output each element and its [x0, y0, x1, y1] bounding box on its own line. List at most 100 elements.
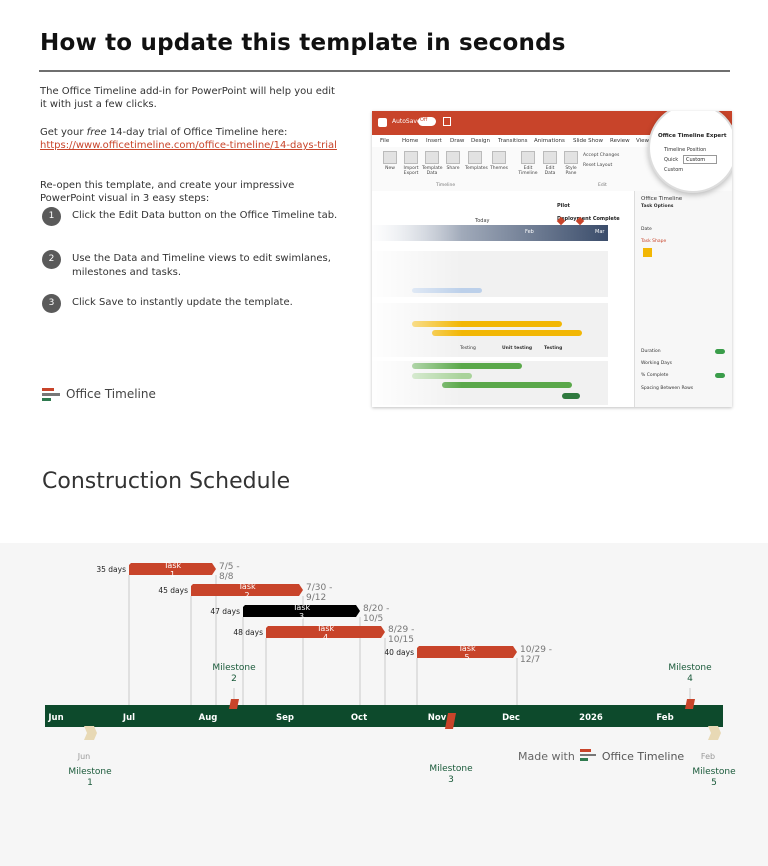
trial-link[interactable]: https://www.officetimeline.com/office-ti… — [40, 140, 337, 151]
pane-working-days[interactable]: Working Days — [641, 361, 673, 366]
magnifier-title: Office Timeline Expert — [658, 133, 727, 139]
month-label: Aug — [199, 713, 218, 723]
task-label: 1 — [170, 570, 175, 579]
step-number: 3 — [42, 294, 61, 313]
autosave-toggle[interactable]: Off — [418, 117, 436, 126]
task-dates: 8/29 - — [388, 625, 414, 635]
save-icon[interactable] — [443, 117, 451, 126]
tab-view[interactable]: View — [636, 138, 650, 144]
magnifier-position: Timeline Position — [664, 147, 707, 153]
task-label: Task — [292, 603, 311, 612]
addin-screenshot: AutoSave Off File Home Insert Draw Desig… — [372, 111, 732, 407]
task-bar — [432, 330, 582, 336]
month-label: Jun — [47, 713, 63, 723]
task-dates: 10/29 - — [520, 645, 552, 655]
task-bar — [191, 584, 303, 596]
milestone-date: Feb — [701, 752, 715, 761]
step-text: Click Save to instantly update the templ… — [72, 297, 293, 308]
edit-data-button[interactable]: Edit Data — [540, 151, 560, 176]
task-dates: 8/8 — [219, 572, 234, 582]
color-swatch[interactable] — [643, 248, 652, 257]
group-edit-label: Edit — [598, 183, 607, 188]
new-button[interactable]: New — [380, 151, 400, 171]
milestone-marker — [708, 726, 721, 740]
timeline-axis — [45, 705, 723, 727]
pane-duration[interactable]: Duration — [641, 349, 661, 354]
month-label: Jul — [122, 713, 135, 723]
task-duration: 40 days — [384, 648, 414, 657]
template-data-button[interactable]: Template Data — [422, 151, 443, 176]
tab-transitions[interactable]: Transitions — [498, 138, 528, 144]
position-dropdown[interactable]: Custom — [683, 155, 717, 164]
task-duration: 35 days — [96, 565, 126, 574]
edit-timeline-button[interactable]: Edit Timeline — [518, 151, 538, 176]
milestone-label: 1 — [87, 778, 93, 788]
tab-file[interactable]: File — [380, 138, 390, 144]
task-dates: 10/15 — [388, 635, 414, 645]
task-bar — [442, 382, 572, 388]
group-timeline-label: Timeline — [436, 183, 456, 188]
month-label: Feb — [656, 713, 673, 723]
task-label: Task — [457, 644, 476, 653]
step-1: 1 Click the Edit Data button on the Offi… — [42, 207, 342, 237]
canvas-deployment: Deployment Complete — [557, 216, 620, 222]
canvas-feb: Feb — [525, 229, 534, 235]
themes-button[interactable]: Themes — [489, 151, 509, 171]
task-bar — [129, 563, 216, 575]
milestone-label: 4 — [687, 674, 693, 684]
tab-draw[interactable]: Draw — [450, 138, 465, 144]
step-number: 1 — [42, 207, 61, 226]
import-export-button[interactable]: Import Export — [401, 151, 421, 176]
task-bar — [412, 363, 522, 369]
milestone-marker — [229, 699, 239, 709]
reset-layout-button[interactable]: Reset Layout — [583, 163, 613, 168]
canvas-mar: Mar — [595, 229, 605, 235]
pane-date[interactable]: Date — [641, 227, 652, 232]
canvas-pilot: Pilot — [557, 203, 570, 209]
task-bar — [562, 393, 580, 399]
task-label: 3 — [299, 612, 304, 621]
trial-paragraph: Get your free 14-day trial of Office Tim… — [40, 126, 340, 152]
made-with-logo-text: Office Timeline — [601, 750, 685, 763]
canvas-today: Today — [475, 218, 490, 224]
milestone-label: 3 — [448, 775, 454, 785]
task-dates: 10/5 — [363, 614, 383, 624]
trial-prefix: Get your — [40, 127, 87, 138]
milestone-label: Milestone — [668, 663, 712, 673]
task-dates: 12/7 — [520, 655, 540, 665]
tab-design[interactable]: Design — [471, 138, 490, 144]
reopen-paragraph: Re-open this template, and create your i… — [40, 180, 295, 204]
tab-animations[interactable]: Animations — [534, 138, 565, 144]
style-pane-button[interactable]: Style Pane — [561, 151, 581, 176]
templates-button[interactable]: Templates — [465, 151, 488, 171]
pane-task-shape[interactable]: Task Shape — [641, 239, 667, 244]
task-bar — [266, 626, 385, 638]
step-text: Click the Edit Data button on the Office… — [72, 210, 338, 221]
tab-insert[interactable]: Insert — [426, 138, 442, 144]
share-button[interactable]: Share — [443, 151, 463, 171]
autosave-label: AutoSave — [392, 118, 421, 125]
ribbon-tabs: File Home Insert Draw Design Transitions… — [372, 135, 732, 147]
step-2: 2 Use the Data and Timeline views to edi… — [42, 250, 342, 280]
task-dates: 7/5 - — [219, 562, 240, 572]
schedule-header-band — [0, 433, 768, 543]
tab-home[interactable]: Home — [402, 138, 419, 144]
task-label: Task — [316, 624, 335, 633]
month-label: Oct — [351, 713, 367, 723]
office-timeline-pane: Office Timeline Task Options Date Task S… — [634, 191, 732, 407]
canvas-testing: Testing — [460, 346, 476, 351]
duration-toggle[interactable] — [715, 349, 725, 354]
milestone-label: 2 — [231, 674, 237, 684]
percent-toggle[interactable] — [715, 373, 725, 378]
task-dates: 9/12 — [306, 593, 326, 603]
pane-subtitle: Task Options — [641, 204, 674, 209]
task-label: Task — [237, 582, 256, 591]
tab-slideshow[interactable]: Slide Show — [573, 138, 604, 144]
tab-review[interactable]: Review — [610, 138, 630, 144]
pane-spacing[interactable]: Spacing Between Rows — [641, 386, 694, 391]
magnifier-custom: Custom — [664, 167, 684, 173]
milestone-marker — [445, 713, 456, 729]
accept-changes-button[interactable]: Accept Changes — [583, 153, 620, 158]
pane-percent-complete[interactable]: % Complete — [641, 373, 669, 378]
logo-text: Office Timeline — [66, 387, 156, 401]
